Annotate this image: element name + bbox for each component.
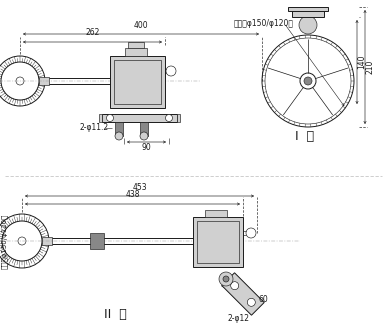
Bar <box>102 114 177 122</box>
Text: 2-φ12: 2-φ12 <box>227 314 249 323</box>
Bar <box>39 77 49 85</box>
Text: I  型: I 型 <box>295 130 315 143</box>
Bar <box>193 217 243 267</box>
Text: 453: 453 <box>132 183 147 192</box>
Text: 轮盘（φ150/φ120）: 轮盘（φ150/φ120） <box>234 18 294 28</box>
Text: 400: 400 <box>134 21 148 30</box>
Circle shape <box>106 115 113 122</box>
Bar <box>288 7 328 11</box>
Text: II  型: II 型 <box>104 307 127 321</box>
Polygon shape <box>222 273 264 315</box>
Text: 90: 90 <box>141 142 151 152</box>
Circle shape <box>299 16 317 34</box>
Circle shape <box>115 132 123 140</box>
Bar <box>205 210 227 217</box>
Bar <box>114 60 161 104</box>
Circle shape <box>223 276 229 282</box>
Circle shape <box>247 298 255 306</box>
Bar <box>140 122 148 136</box>
Circle shape <box>231 282 239 290</box>
Circle shape <box>304 77 312 85</box>
Bar <box>125 48 147 56</box>
Bar <box>128 42 144 48</box>
Text: 210: 210 <box>365 60 375 74</box>
Text: 60: 60 <box>259 295 269 304</box>
Bar <box>115 122 123 136</box>
Text: 262: 262 <box>85 28 100 37</box>
Bar <box>197 221 239 263</box>
Bar <box>42 237 52 245</box>
Bar <box>90 233 104 249</box>
Circle shape <box>219 272 233 286</box>
Bar <box>110 56 165 108</box>
Bar <box>99 114 102 122</box>
Bar <box>177 114 180 122</box>
Text: 轮盘（φ150/φ120）: 轮盘（φ150/φ120） <box>1 213 7 269</box>
Circle shape <box>166 115 173 122</box>
Text: 438: 438 <box>125 190 140 199</box>
Bar <box>292 11 324 17</box>
Text: 2-φ11.2: 2-φ11.2 <box>80 124 109 132</box>
Text: 140: 140 <box>358 55 366 69</box>
Circle shape <box>140 132 148 140</box>
